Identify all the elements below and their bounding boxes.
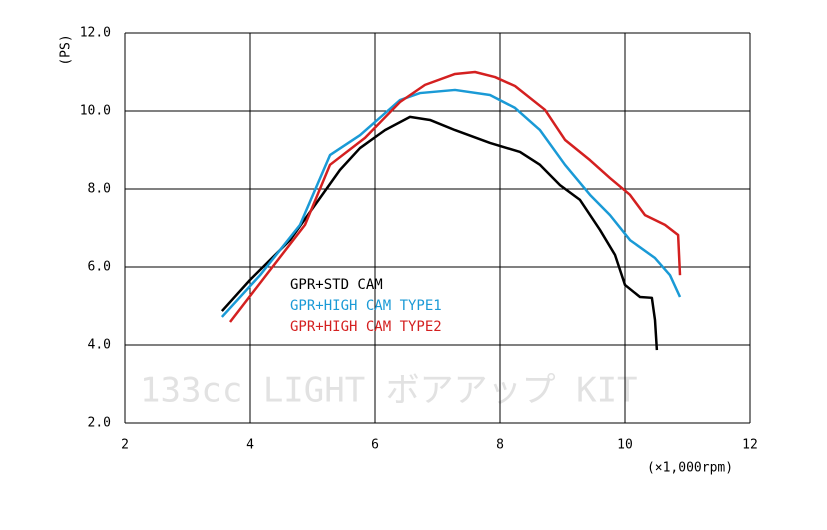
x-tick-label: 6 — [371, 438, 379, 453]
y-tick-label: 2.0 — [88, 416, 111, 431]
legend-entry: GPR+HIGH CAM TYPE1 — [290, 298, 442, 314]
x-axis-label: (×1,000rpm) — [647, 461, 733, 476]
y-tick-label: 8.0 — [88, 182, 111, 197]
watermark: 133cc LIGHT ボアアップ KIT — [140, 371, 638, 411]
x-tick-label: 10 — [617, 438, 633, 453]
x-tick-label: 2 — [121, 438, 129, 453]
y-tick-label: 10.0 — [80, 104, 111, 119]
y-tick-label: 6.0 — [88, 260, 111, 275]
line-series — [229, 70, 682, 323]
x-tick-label: 12 — [742, 438, 758, 453]
y-tick-label: 12.0 — [80, 26, 111, 41]
y-tick-label: 4.0 — [88, 338, 111, 353]
line-series — [220, 88, 682, 318]
legend-entry: GPR+HIGH CAM TYPE2 — [290, 319, 442, 335]
x-tick-label: 8 — [496, 438, 504, 453]
legend-entry: GPR+STD CAM — [290, 277, 383, 293]
x-tick-label: 4 — [246, 438, 254, 453]
line-series — [220, 115, 659, 351]
y-axis-label: (PS) — [59, 34, 74, 65]
